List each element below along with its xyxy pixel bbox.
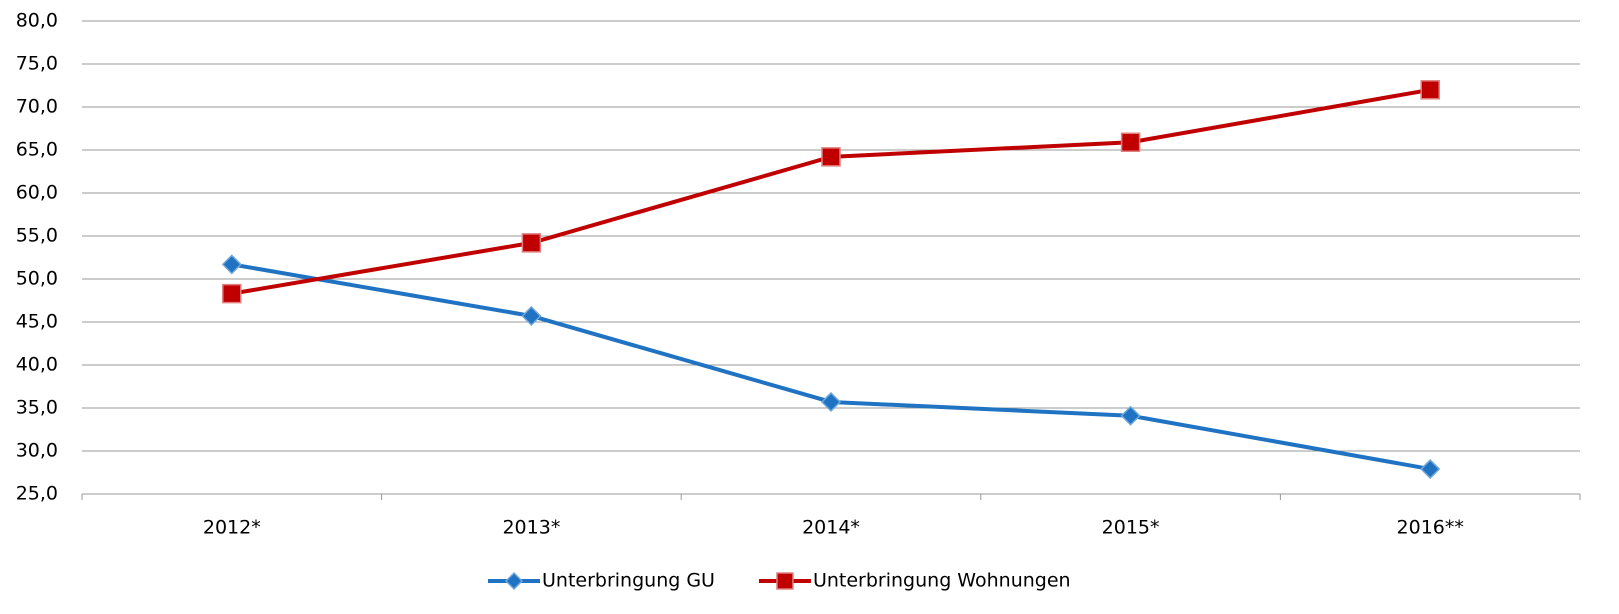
marker xyxy=(1420,458,1441,480)
legend-label: Unterbringung Wohnungen xyxy=(813,570,1071,592)
marker xyxy=(820,391,842,413)
y-tick-label: 60,0 xyxy=(16,182,58,204)
series-line xyxy=(231,262,1431,472)
x-tick-label: 2014* xyxy=(802,517,860,539)
marker xyxy=(504,571,524,591)
y-tick-label: 75,0 xyxy=(16,53,58,75)
marker xyxy=(1420,80,1440,100)
y-tick-label: 80,0 xyxy=(16,10,58,32)
y-tick-label: 50,0 xyxy=(16,268,58,290)
y-tick-label: 35,0 xyxy=(16,397,58,419)
y-tick-label: 65,0 xyxy=(16,139,58,161)
x-tick-label: 2012* xyxy=(203,517,261,539)
y-tick-label: 55,0 xyxy=(16,225,58,247)
x-tick-label: 2013* xyxy=(502,517,560,539)
x-tick-label: 2016** xyxy=(1397,517,1464,539)
marker xyxy=(1120,132,1141,153)
y-tick-label: 40,0 xyxy=(16,354,58,376)
marker xyxy=(221,254,242,275)
y-tick-label: 45,0 xyxy=(16,311,58,333)
marker xyxy=(521,305,542,327)
marker xyxy=(1120,405,1141,426)
legend-label: Unterbringung GU xyxy=(542,570,715,592)
marker xyxy=(222,283,242,304)
marker xyxy=(776,572,794,590)
x-tick-label: 2015* xyxy=(1102,517,1160,539)
marker xyxy=(821,147,841,167)
marker xyxy=(521,233,542,253)
y-tick-label: 70,0 xyxy=(16,96,58,118)
y-tick-label: 25,0 xyxy=(16,483,58,505)
series-line xyxy=(231,87,1431,296)
y-tick-label: 30,0 xyxy=(16,440,58,462)
